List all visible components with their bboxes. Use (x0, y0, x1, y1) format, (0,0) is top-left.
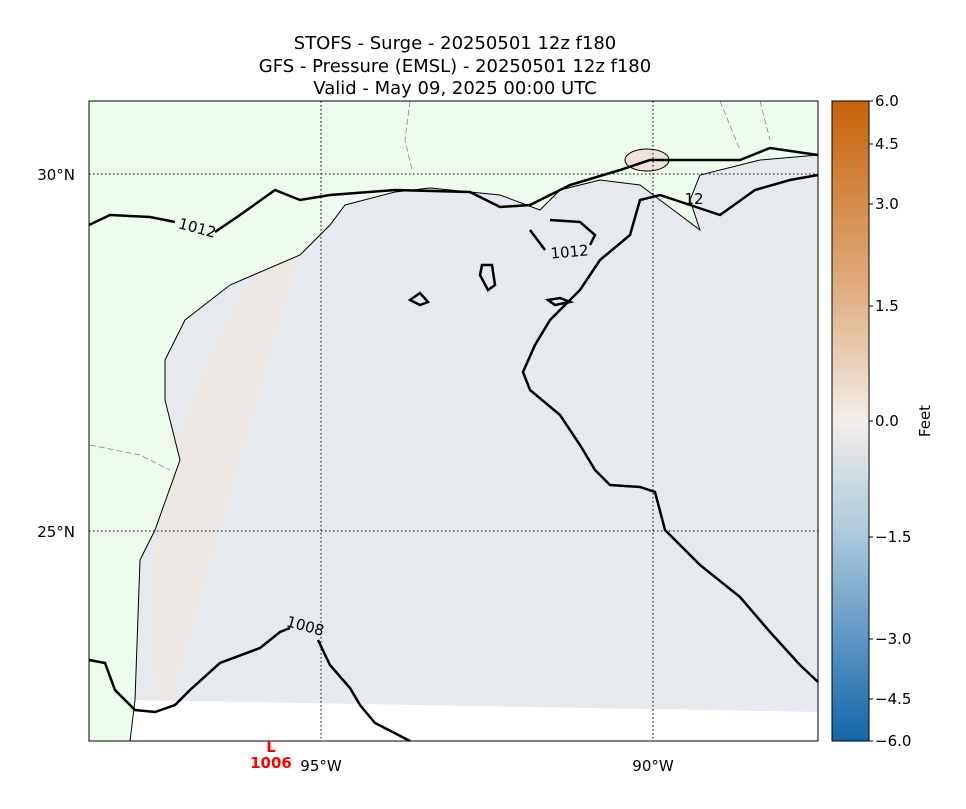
colorbar-tick-label: −6.0 (875, 732, 911, 750)
isobar (407, 263, 575, 307)
isobar (521, 173, 819, 683)
surge-shade (150, 250, 300, 740)
colorbar-tick-label: 0.0 (875, 412, 899, 430)
map: 1012 1012 1008 12 L 1006 (88, 100, 819, 772)
border (89, 100, 771, 471)
low-symbol: L (266, 738, 276, 756)
contour-label: 1012 (550, 241, 590, 262)
colorbar-label: Feet (916, 405, 934, 437)
contour-label: 12 (684, 190, 703, 208)
colorbar-tick-label: −4.5 (875, 690, 911, 708)
isobar (88, 146, 819, 234)
title-line: STOFS - Surge - 20250501 12z f180 (294, 33, 616, 54)
coastline (129, 154, 819, 742)
colorbar-tick-label: 1.5 (875, 297, 899, 315)
isobar (529, 218, 597, 251)
colorbar-tick-label: 3.0 (875, 195, 899, 213)
colorbar-tick-label: 4.5 (875, 135, 899, 153)
isobar (88, 626, 411, 743)
colorbar-tick-label: −1.5 (875, 528, 911, 546)
colorbar: Feet 6.0 4.5 3.0 1.5 0.0 −1.5 −3.0 −4.5 −6.0 (831, 92, 934, 750)
colorbar-ramp (831, 100, 870, 742)
title-line: Valid - May 09, 2025 00:00 UTC (313, 78, 596, 99)
colorbar-tick-label: 6.0 (875, 92, 899, 110)
lat-label: 30°N (37, 166, 75, 184)
lon-label: 90°W (632, 757, 674, 775)
colorbar-tick-label: −3.0 (875, 630, 911, 648)
lat-label: 25°N (37, 523, 75, 541)
land (89, 101, 818, 741)
title-line: GFS - Pressure (EMSL) - 20250501 12z f18… (259, 56, 651, 77)
lon-label: 95°W (300, 757, 342, 775)
low-pressure: 1006 (250, 754, 292, 772)
map-frame (88, 100, 819, 742)
no-data (130, 700, 818, 741)
